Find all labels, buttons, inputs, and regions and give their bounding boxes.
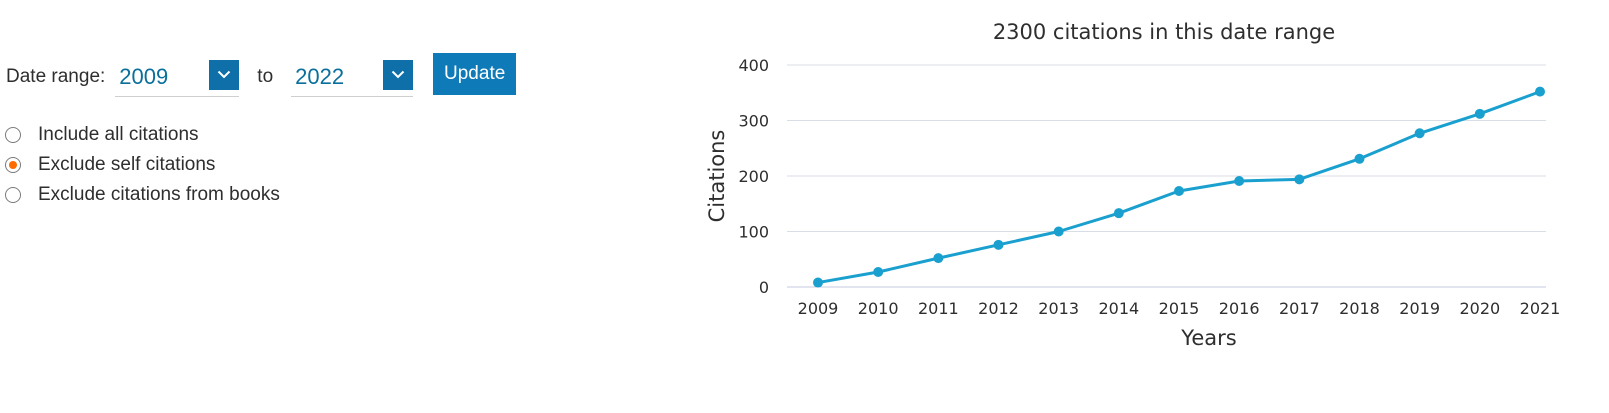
data-point [993,239,1004,250]
update-button[interactable]: Update [433,53,517,95]
chart-y-ticks: 0 100 200 300 400 [738,56,769,297]
to-year-value: 2022 [295,63,345,89]
x-tick-label: 2021 [1520,299,1561,318]
to-year-dropdown-button[interactable] [383,59,414,90]
citation-filter-options: Include all citations Exclude self citat… [5,120,280,210]
to-label: to [257,66,274,87]
x-tick-label: 2020 [1459,299,1500,318]
x-tick-label: 2013 [1038,299,1079,318]
x-tick-label: 2014 [1098,299,1139,318]
chart-y-axis-label: Citations [705,130,729,223]
data-point [813,277,823,288]
x-tick-label: 2010 [858,299,899,318]
x-tick-label: 2019 [1399,299,1440,318]
data-point [1474,108,1485,119]
y-tick-label: 100 [738,223,769,242]
option-label: Include all citations [38,124,199,145]
data-point [1234,175,1245,186]
chevron-down-icon [391,70,405,79]
option-label: Exclude citations from books [38,184,280,205]
data-point [1294,174,1305,185]
option-exclude-books[interactable]: Exclude citations from books [5,180,280,210]
radio-include-all[interactable] [5,127,21,143]
data-point [1053,226,1064,237]
x-tick-label: 2009 [798,299,839,318]
to-year-select[interactable]: 2022 [291,58,414,97]
data-point [1354,153,1365,164]
data-point [1174,185,1184,196]
data-point [1113,208,1124,219]
citations-chart: 2300 citations in this date range Citati… [690,0,1609,413]
chart-x-axis-label: Years [1180,326,1236,350]
y-tick-label: 200 [738,167,769,186]
data-point [873,267,884,278]
y-tick-label: 0 [759,278,769,297]
chevron-down-icon [218,70,231,79]
x-tick-label: 2017 [1279,299,1320,318]
chart-gridlines [787,64,1546,288]
data-point [1535,86,1545,97]
chart-x-ticks: 2009 2010 2011 2012 2013 2014 2015 2016 2017 2018… [798,299,1561,318]
option-exclude-self[interactable]: Exclude self citations [5,150,280,180]
from-year-select[interactable]: 2009 [115,58,240,97]
from-year-value: 2009 [119,63,169,89]
date-range-label: Date range: [6,66,106,87]
data-point [1414,128,1425,139]
x-tick-label: 2018 [1339,299,1380,318]
chart-title: 2300 citations in this date range [993,20,1335,44]
option-label: Exclude self citations [38,154,216,175]
x-tick-label: 2012 [978,299,1019,318]
chart-series [813,86,1545,288]
x-tick-label: 2011 [918,299,959,318]
option-include-all[interactable]: Include all citations [5,120,280,150]
y-tick-label: 400 [738,56,769,75]
x-tick-label: 2015 [1159,299,1200,318]
from-year-dropdown-button[interactable] [209,59,240,90]
data-point [933,253,944,264]
radio-exclude-books[interactable] [5,187,21,203]
y-tick-label: 300 [738,112,769,131]
radio-exclude-self[interactable] [5,157,21,173]
x-tick-label: 2016 [1219,299,1260,318]
citations-chart-svg: 2300 citations in this date range Citati… [705,20,1561,350]
date-range-row: Date range: 2009 to 2022 Update [6,53,517,98]
